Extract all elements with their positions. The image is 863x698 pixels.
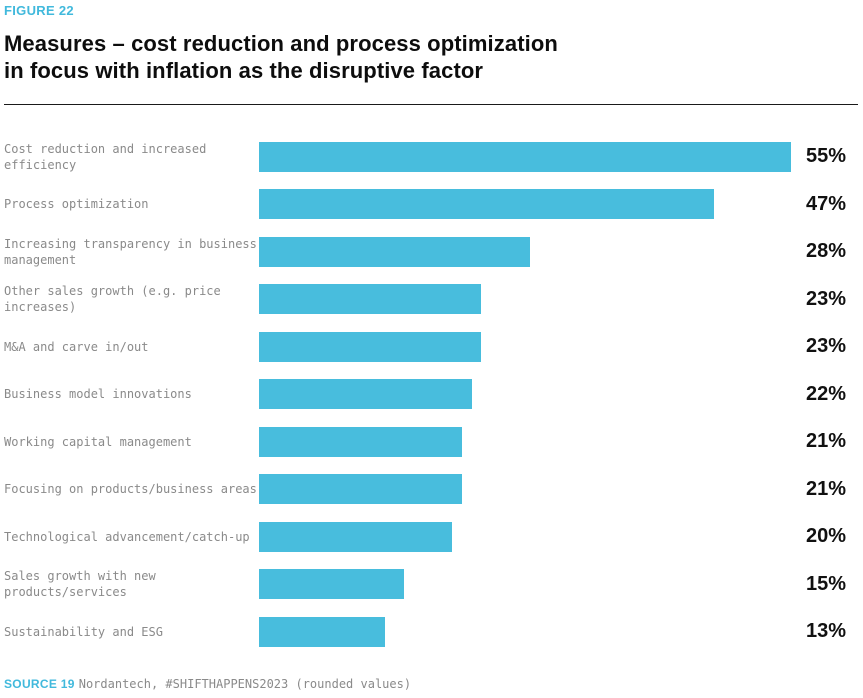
bar-row: Sustainability and ESG 13% (4, 608, 858, 656)
bar (259, 379, 472, 410)
bar (259, 616, 385, 647)
bar-value: 23% (806, 335, 847, 358)
bar-track (259, 379, 791, 410)
bar-row: Increasing transparency in business mana… (4, 228, 858, 276)
bar-row: Sales growth with new products/services … (4, 561, 858, 609)
bar-row: M&A and carve in/out 23% (4, 323, 858, 371)
bar-row: Technological advancement/catch-up 20% (4, 513, 858, 561)
bar-label: Sustainability and ESG (4, 624, 163, 639)
bar (259, 141, 791, 172)
source-line: SOURCE 19 Nordantech, #SHIFTHAPPENS2023 (… (4, 677, 858, 691)
bar-label: Focusing on products/business areas (4, 482, 257, 497)
bar-label: M&A and carve in/out (4, 339, 149, 354)
bar-label: Business model innovations (4, 387, 192, 402)
bar (259, 331, 482, 362)
bar-label: Technological advancement/catch-up (4, 529, 250, 544)
bar-value: 15% (806, 572, 847, 595)
bar-value: 20% (806, 525, 847, 548)
bar-row: Business model innovations 22% (4, 371, 858, 419)
bar (259, 189, 714, 220)
bar-track (259, 284, 791, 315)
bar-value: 21% (806, 430, 847, 453)
bar-value: 23% (806, 287, 847, 310)
figure-label: FIGURE 22 (4, 3, 74, 18)
source-text: Nordantech, #SHIFTHAPPENS2023 (rounded v… (78, 677, 412, 691)
bar-label: Cost reduction and increased efficiency (4, 141, 207, 172)
bar-label: Working capital management (4, 434, 192, 449)
bar-track (259, 474, 791, 505)
bar-track (259, 331, 791, 362)
bar (259, 426, 463, 457)
bar-label: Other sales growth (e.g. price increases… (4, 284, 221, 315)
bar-row: Other sales growth (e.g. price increases… (4, 276, 858, 324)
bar (259, 569, 405, 600)
bar-track (259, 569, 791, 600)
bar-value: 22% (806, 382, 847, 405)
bar-label: Increasing transparency in business mana… (4, 236, 257, 267)
page-title-line-1: Measures – cost reduction and process op… (4, 31, 558, 56)
bar-track (259, 141, 791, 172)
page-title: Measures – cost reduction and process op… (4, 30, 858, 84)
bar (259, 521, 453, 552)
source-prefix: SOURCE 19 (4, 677, 75, 691)
bar-label: Sales growth with new products/services (4, 569, 156, 600)
bar-chart: Cost reduction and increased efficiency … (4, 133, 858, 656)
bar-track (259, 521, 791, 552)
bar-track (259, 616, 791, 647)
bar (259, 236, 530, 267)
bar-row: Working capital management 21% (4, 418, 858, 466)
bar-row: Focusing on products/business areas 21% (4, 466, 858, 514)
bar (259, 284, 482, 315)
bar-track (259, 236, 791, 267)
header-divider (4, 104, 858, 105)
bar-row: Process optimization 47% (4, 181, 858, 229)
bar-track (259, 189, 791, 220)
bar-value: 47% (806, 192, 847, 215)
bar-value: 13% (806, 620, 847, 643)
bar-track (259, 426, 791, 457)
bar-label: Process optimization (4, 197, 149, 212)
bar-value: 28% (806, 240, 847, 263)
bar-value: 21% (806, 477, 847, 500)
page-title-line-2: in focus with inflation as the disruptiv… (4, 58, 484, 83)
bar-value: 55% (806, 145, 847, 168)
bar-row: Cost reduction and increased efficiency … (4, 133, 858, 181)
bar (259, 474, 463, 505)
